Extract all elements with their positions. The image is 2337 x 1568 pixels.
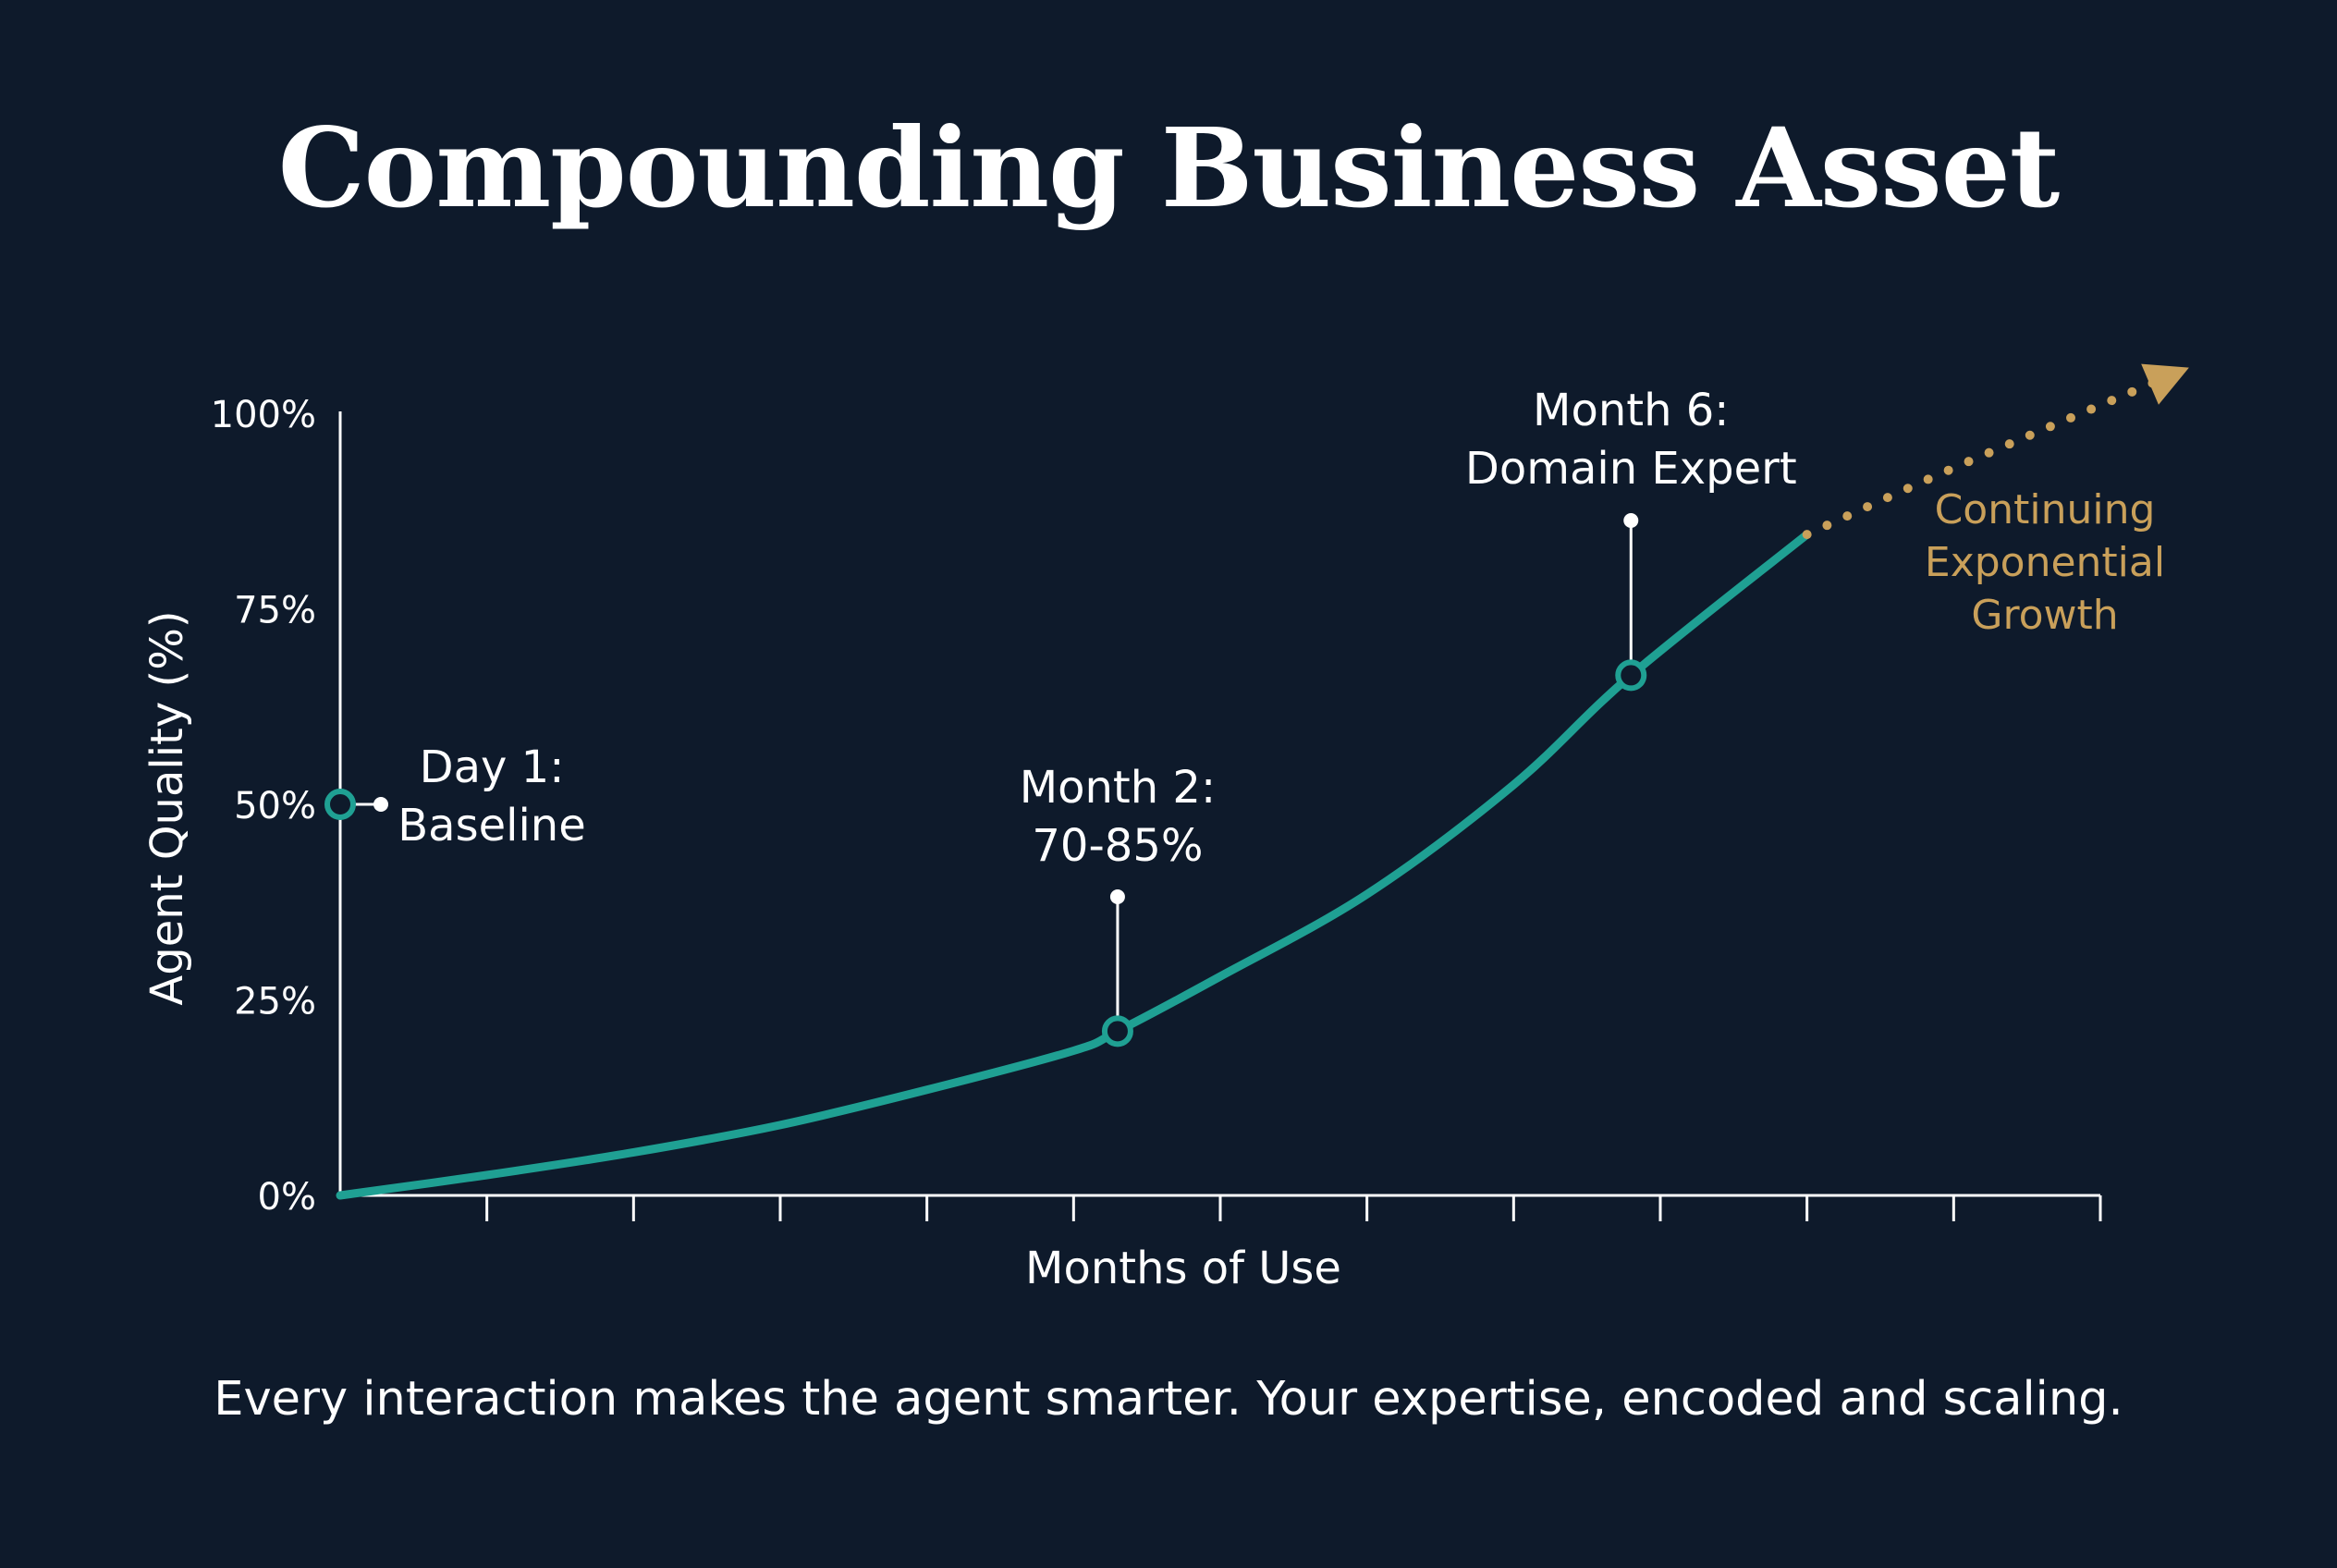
projection-label: Continuing <box>1935 486 2156 533</box>
annotation-marker <box>1101 1015 1133 1047</box>
y-tick-label: 100% <box>211 394 316 436</box>
annotation-dot <box>1623 513 1639 528</box>
annotation-marker <box>1615 659 1647 692</box>
y-axis-label: Agent Quality (%) <box>141 610 193 1005</box>
annotation-dot <box>373 797 388 812</box>
chart-caption: Every interaction makes the agent smarte… <box>214 1372 2123 1427</box>
annotation-label: Day 1: <box>420 741 565 793</box>
annotation-label: Domain Expert <box>1465 443 1797 495</box>
y-tick-label: 25% <box>234 981 316 1023</box>
y-tick-label: 75% <box>234 590 316 632</box>
projection-arrow-head <box>2141 363 2189 405</box>
projection-dotted-line <box>1802 369 2179 540</box>
projection-label: Growth <box>1971 592 2118 639</box>
y-tick-label: 0% <box>258 1176 316 1219</box>
x-axis-label: Months of Use <box>1025 1243 1341 1294</box>
annotation-marker <box>324 789 356 820</box>
annotation-label: Month 2: <box>1020 762 1216 814</box>
axes: 0% 25% 50% 75% 100% Months of Use Agent Qualit… <box>141 394 2102 1294</box>
y-tick-label: 50% <box>234 785 316 827</box>
series-layer <box>336 363 2189 1200</box>
annotation-label: 70-85% <box>1032 820 1203 872</box>
projection-label: Exponential <box>1925 539 2165 586</box>
annotation-label: Baseline <box>398 800 586 851</box>
annotation-label: Month 6: <box>1533 385 1729 436</box>
chart-title: Compounding Business Asset <box>277 104 2061 232</box>
annotation-dot <box>1109 889 1125 904</box>
annotations-layer: Continuing Exponential Growth Day 1: Baselin… <box>324 385 2165 1047</box>
